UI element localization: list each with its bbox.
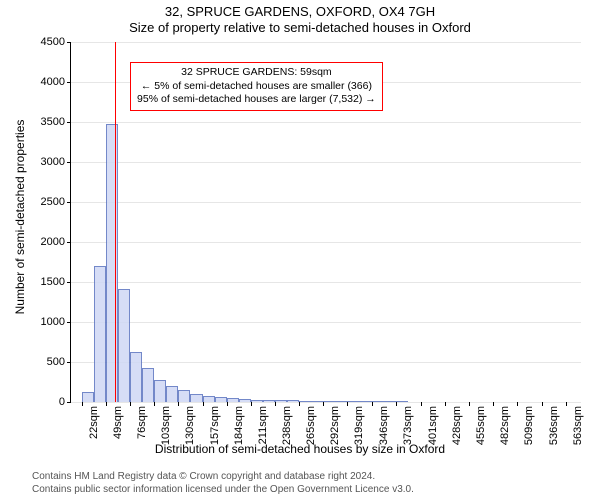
gridline-h: [71, 322, 581, 323]
xtick-label: 319sqm: [347, 402, 365, 445]
histogram-bar: [166, 386, 178, 402]
ytick-label: 0: [59, 396, 71, 408]
gridline-h: [71, 282, 581, 283]
xtick-label: 428sqm: [445, 402, 463, 445]
xtick-label: 103sqm: [154, 402, 172, 445]
ytick-label: 3500: [41, 116, 71, 128]
histogram-bar: [227, 398, 239, 402]
ytick-label: 1500: [41, 276, 71, 288]
histogram-bar: [263, 400, 275, 402]
histogram-bar: [299, 401, 311, 402]
ytick-label: 1000: [41, 316, 71, 328]
histogram-bar: [215, 397, 227, 402]
footer-line-2: Contains public sector information licen…: [32, 484, 600, 497]
histogram-bar: [142, 368, 154, 402]
histogram-bar: [178, 390, 190, 402]
xtick-label: 373sqm: [396, 402, 414, 445]
xtick-label: 49sqm: [106, 402, 124, 439]
footer-attribution: Contains HM Land Registry data © Crown c…: [0, 471, 600, 496]
xtick-label: 455sqm: [469, 402, 487, 445]
gridline-h: [71, 122, 581, 123]
gridline-h: [71, 202, 581, 203]
ytick-label: 2000: [41, 236, 71, 248]
histogram-bar: [94, 266, 106, 402]
histogram-bar: [106, 124, 118, 402]
footer-line-1: Contains HM Land Registry data © Crown c…: [32, 471, 600, 484]
histogram-bar: [396, 401, 408, 402]
gridline-h: [71, 42, 581, 43]
chart-title: Size of property relative to semi-detach…: [0, 20, 600, 35]
annotation-line: ← 5% of semi-detached houses are smaller…: [137, 80, 376, 94]
histogram-bar: [251, 400, 263, 402]
ytick-label: 4000: [41, 76, 71, 88]
histogram-bar: [239, 399, 251, 402]
histogram-bar: [311, 401, 323, 402]
y-axis-label-wrap: Number of semi-detached properties: [10, 0, 30, 420]
ytick-label: 500: [47, 356, 71, 368]
xtick-label: 536sqm: [542, 402, 560, 445]
property-marker-line: [115, 42, 116, 402]
histogram-bar: [287, 400, 299, 402]
xtick-label: 211sqm: [251, 402, 269, 444]
xtick-label: 509sqm: [517, 402, 535, 445]
x-axis-label: Distribution of semi-detached houses by …: [0, 442, 600, 456]
xtick-label: 184sqm: [227, 402, 245, 445]
xtick-label: 130sqm: [178, 402, 196, 445]
histogram-bar: [372, 401, 384, 402]
xtick-label: 563sqm: [566, 402, 584, 445]
histogram-bar: [118, 289, 130, 402]
gridline-h: [71, 242, 581, 243]
histogram-bar: [190, 394, 202, 402]
y-axis-label: Number of semi-detached properties: [13, 67, 27, 367]
gridline-h: [71, 362, 581, 363]
chart-container: 32, SPRUCE GARDENS, OXFORD, OX4 7GH Size…: [0, 0, 600, 500]
xtick-label: 22sqm: [82, 402, 100, 439]
histogram-bar: [130, 352, 142, 402]
xtick-label: 265sqm: [299, 402, 317, 445]
histogram-bar: [384, 401, 396, 402]
xtick-label: 238sqm: [275, 402, 293, 445]
gridline-h: [71, 162, 581, 163]
xtick-label: 346sqm: [372, 402, 390, 445]
chart-supertitle: 32, SPRUCE GARDENS, OXFORD, OX4 7GH: [0, 4, 600, 19]
histogram-bar: [323, 401, 335, 402]
annotation-line: 32 SPRUCE GARDENS: 59sqm: [137, 66, 376, 80]
xtick-label: 401sqm: [421, 402, 439, 445]
histogram-bar: [335, 401, 347, 402]
xtick-label: 76sqm: [130, 402, 148, 439]
xtick-label: 482sqm: [493, 402, 511, 445]
annotation-line: 95% of semi-detached houses are larger (…: [137, 93, 376, 107]
xtick-label: 157sqm: [203, 402, 221, 445]
histogram-bar: [275, 400, 287, 402]
xtick-label: 292sqm: [323, 402, 341, 445]
ytick-label: 3000: [41, 156, 71, 168]
plot-area: 05001000150020002500300035004000450022sq…: [70, 42, 581, 403]
ytick-label: 4500: [41, 36, 71, 48]
annotation-box: 32 SPRUCE GARDENS: 59sqm← 5% of semi-det…: [130, 62, 383, 111]
histogram-bar: [154, 380, 166, 402]
histogram-bar: [347, 401, 359, 402]
histogram-bar: [360, 401, 372, 402]
histogram-bar: [82, 392, 94, 402]
ytick-label: 2500: [41, 196, 71, 208]
histogram-bar: [203, 396, 215, 402]
